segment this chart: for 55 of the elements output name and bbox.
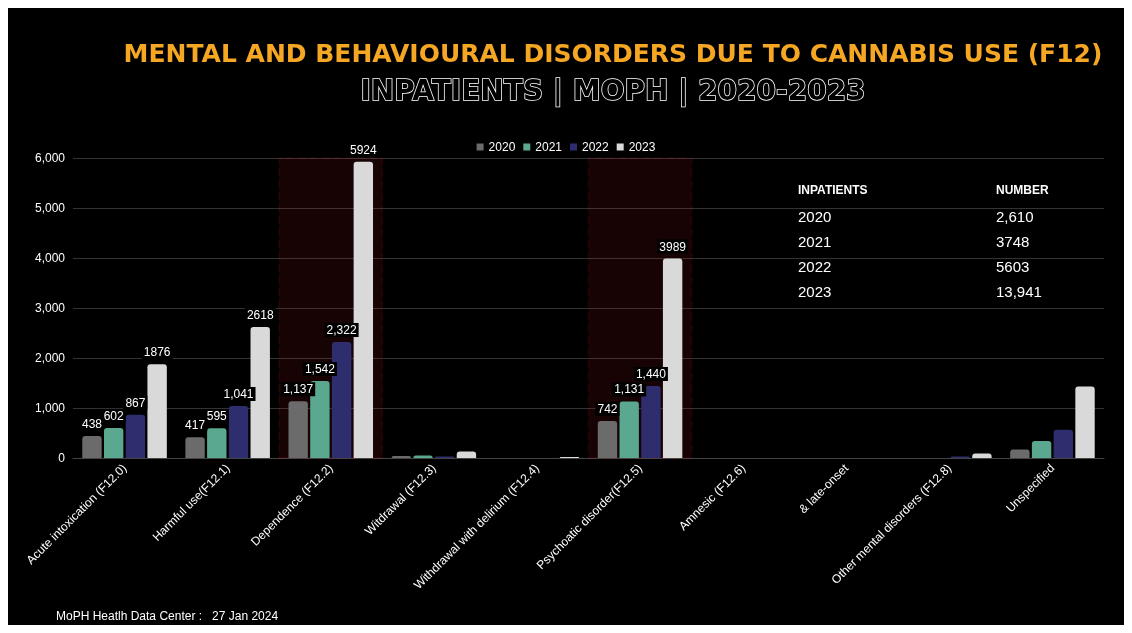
y-tick-label: 6,000 — [34, 151, 66, 165]
bar — [185, 437, 205, 458]
annotation: 5603 — [996, 258, 1030, 275]
bar — [125, 414, 146, 458]
text: MoPH Heatlh Data Center : 27 Jan 2024 — [56, 609, 279, 623]
bar — [1053, 429, 1073, 458]
y-tick-label: 4,000 — [34, 251, 66, 265]
data-label: 1,137 — [283, 382, 314, 397]
y-tick-label: 5,000 — [34, 201, 66, 215]
y-tick-label: 1,000 — [34, 401, 66, 415]
data-label: 1876 — [143, 345, 171, 360]
data-label: 1,542 — [304, 361, 336, 376]
bar — [207, 428, 227, 458]
chart-title: MENTAL AND BEHAVIOURAL DISORDERS DUE TO CANNABIS USE (F12) — [123, 39, 1103, 68]
legend-label: 2022 — [582, 140, 610, 154]
data-label: 5924 — [349, 142, 377, 157]
bar — [228, 405, 249, 458]
annotation: 2020 — [798, 208, 832, 225]
bar — [1031, 441, 1052, 458]
data-label: 2618 — [246, 308, 274, 323]
data-label: 438 — [81, 417, 103, 432]
y-tick-label: 2,000 — [34, 351, 66, 365]
annotation: 2022 — [798, 258, 832, 275]
legend-label: 2021 — [535, 140, 563, 154]
bar — [104, 427, 124, 458]
annotation: 2023 — [798, 283, 832, 300]
legend-label: 2020 — [488, 140, 516, 154]
data-label: 867 — [125, 395, 146, 410]
annotation: INPATIENTS — [798, 183, 868, 197]
y-tick-label: 3,000 — [34, 301, 66, 315]
bar — [288, 401, 308, 458]
legend-label: 2023 — [628, 140, 656, 154]
bar — [456, 451, 477, 458]
bar — [82, 436, 102, 458]
data-label: 602 — [103, 408, 125, 423]
bar — [1010, 449, 1030, 458]
data-label: 417 — [185, 418, 206, 433]
bar — [619, 401, 639, 458]
annotation: 3748 — [996, 233, 1030, 250]
data-label: 595 — [206, 409, 228, 424]
bar — [597, 420, 618, 458]
data-label: 1,041 — [223, 386, 254, 401]
annotation: 13,941 — [996, 283, 1042, 300]
data-label: 1,440 — [635, 367, 667, 381]
y-tick-label: 0 — [58, 451, 66, 465]
data-label: 1,131 — [614, 382, 645, 397]
bar — [1075, 386, 1095, 458]
annotation: 2,610 — [996, 208, 1034, 225]
annotation: NUMBER — [996, 183, 1049, 197]
data-label: 742 — [597, 401, 618, 416]
annotation: 2021 — [798, 233, 832, 250]
data-label: 3989 — [659, 239, 687, 254]
data-label: 2,322 — [326, 322, 357, 337]
chart-subtitle: INPATIENTS | MOPH | 2020-2023 — [360, 73, 866, 107]
bar — [147, 364, 167, 458]
